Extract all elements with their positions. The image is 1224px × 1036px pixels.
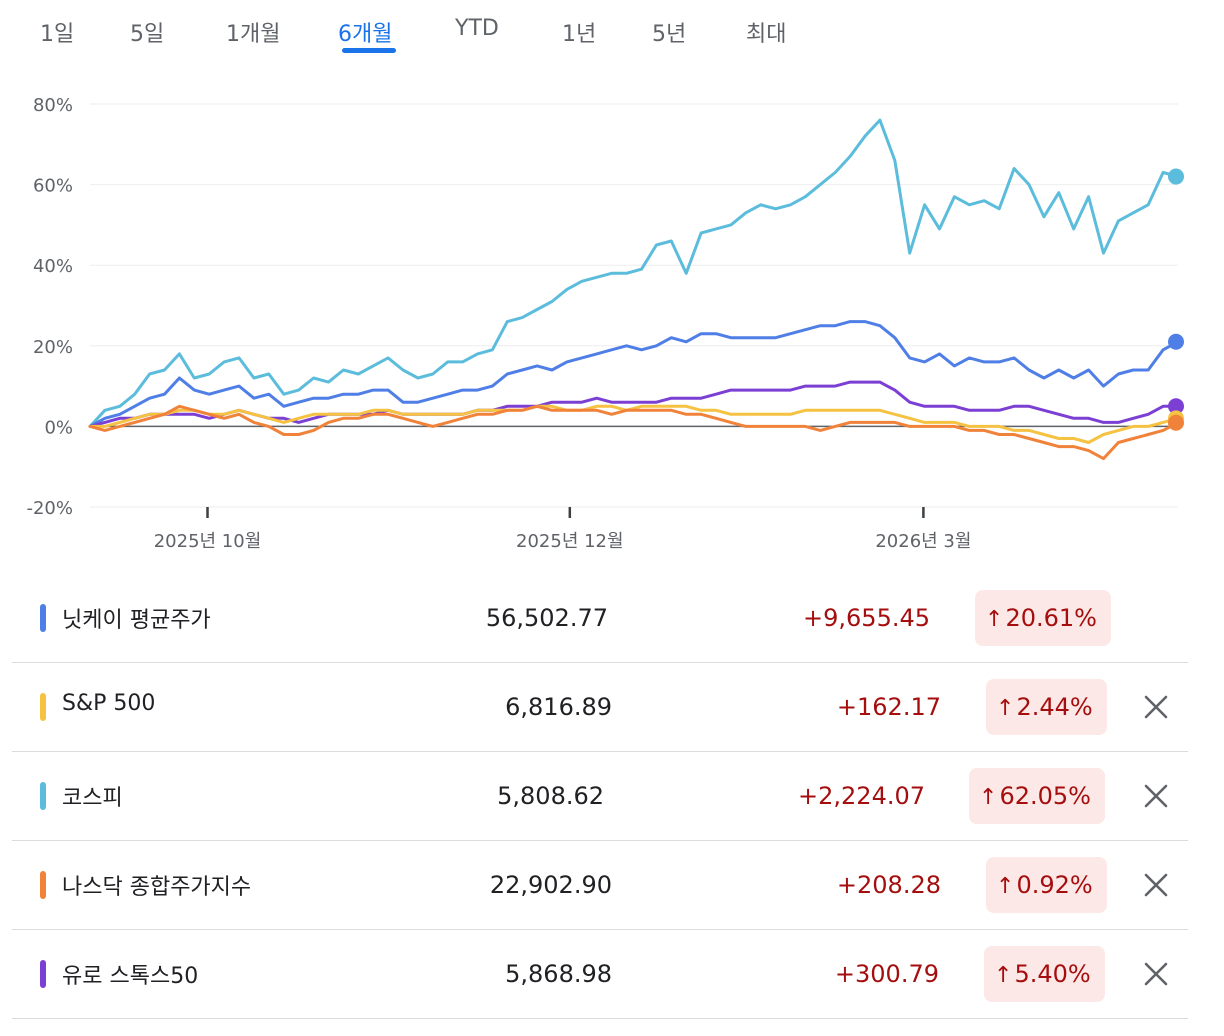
index-price: 6,816.89 — [505, 693, 612, 721]
series-line — [88, 118, 1180, 428]
arrow-up-icon: ↑ — [996, 874, 1015, 899]
tab-5y[interactable]: 5년 — [652, 22, 687, 47]
percent-change: 20.61% — [1005, 604, 1097, 632]
arrow-up-icon: ↑ — [994, 963, 1013, 988]
tab-5d[interactable]: 5일 — [130, 22, 165, 47]
index-change: +208.28 — [836, 871, 941, 899]
tab-1y[interactable]: 1년 — [562, 22, 597, 47]
y-tick-label: 20% — [33, 337, 73, 358]
series-line — [88, 380, 1180, 428]
index-change: +2,224.07 — [798, 782, 925, 810]
percent-change-badge: ↑20.61% — [975, 590, 1111, 646]
series-line — [88, 320, 1180, 428]
series-end-dot — [1168, 414, 1184, 431]
y-tick-label: 40% — [33, 256, 73, 277]
series-line — [88, 404, 1180, 461]
series-color-swatch — [40, 604, 46, 632]
active-tab-indicator — [342, 48, 396, 53]
percent-change-badge: ↑2.44% — [986, 679, 1107, 735]
percent-change-badge: ↑0.92% — [986, 857, 1107, 913]
close-icon[interactable] — [1140, 780, 1172, 812]
y-tick-label: 0% — [44, 417, 73, 438]
index-change: +300.79 — [834, 960, 939, 988]
arrow-up-icon: ↑ — [985, 607, 1004, 632]
percent-change: 0.92% — [1016, 871, 1093, 899]
tab-ytd[interactable]: YTD — [455, 16, 499, 41]
x-tick-label: 2025년 12월 — [516, 531, 624, 552]
x-tick-label: 2026년 3월 — [875, 531, 971, 552]
series-line — [88, 404, 1180, 444]
range-tabs: 1일 5일 1개월 6개월 YTD 1년 5년 최대 — [0, 0, 1224, 60]
index-change: +9,655.45 — [803, 604, 930, 632]
index-change: +162.17 — [836, 693, 941, 721]
arrow-up-icon: ↑ — [979, 785, 998, 810]
index-name: 나스닥 종합주가지수 — [62, 875, 252, 900]
y-tick-label: 60% — [33, 176, 73, 197]
series-color-swatch — [40, 960, 46, 988]
tab-1m[interactable]: 1개월 — [226, 22, 281, 47]
index-price: 5,868.98 — [505, 960, 612, 988]
index-price: 56,502.77 — [485, 604, 608, 632]
series-color-swatch — [40, 693, 46, 721]
series-color-swatch — [40, 871, 46, 899]
table-row[interactable]: S&P 500 6,816.89 +162.17 ↑2.44% — [12, 663, 1188, 752]
index-name: S&P 500 — [62, 691, 156, 716]
index-price: 22,902.90 — [489, 871, 612, 899]
percent-change: 62.05% — [999, 782, 1091, 810]
comparison-table: 닛케이 평균주가 56,502.77 +9,655.45 ↑20.61% S&P… — [12, 574, 1188, 1019]
table-row[interactable]: 유로 스톡스50 5,868.98 +300.79 ↑5.40% — [12, 930, 1188, 1019]
table-row[interactable]: 나스닥 종합주가지수 22,902.90 +208.28 ↑0.92% — [12, 841, 1188, 930]
index-price: 5,808.62 — [497, 782, 604, 810]
table-row[interactable]: 코스피 5,808.62 +2,224.07 ↑62.05% — [12, 752, 1188, 841]
close-icon[interactable] — [1140, 869, 1172, 901]
percent-change-badge: ↑5.40% — [984, 946, 1105, 1002]
tab-max[interactable]: 최대 — [746, 22, 787, 47]
x-tick-label: 2025년 10월 — [154, 531, 262, 552]
tab-6m[interactable]: 6개월 — [338, 22, 393, 47]
arrow-up-icon: ↑ — [996, 696, 1015, 721]
tab-1d[interactable]: 1일 — [40, 22, 75, 47]
comparison-line-chart: 80% 60% 40% 20% 0% -20% 2025년 10월 2025년 12월 2026… — [26, 95, 1184, 552]
close-icon[interactable] — [1140, 958, 1172, 990]
table-row[interactable]: 닛케이 평균주가 56,502.77 +9,655.45 ↑20.61% — [12, 574, 1188, 663]
percent-change: 2.44% — [1016, 693, 1093, 721]
series-color-swatch — [40, 782, 46, 810]
percent-change: 5.40% — [1014, 960, 1091, 988]
index-name: 닛케이 평균주가 — [62, 608, 211, 633]
series-end-dot — [1168, 333, 1184, 350]
y-tick-label: -20% — [26, 498, 73, 519]
index-name: 유로 스톡스50 — [62, 964, 199, 989]
series-end-dot — [1168, 168, 1184, 185]
series-end-dot — [1168, 398, 1184, 415]
index-name: 코스피 — [62, 786, 123, 811]
percent-change-badge: ↑62.05% — [969, 768, 1105, 824]
y-tick-label: 80% — [33, 95, 73, 116]
close-icon[interactable] — [1140, 691, 1172, 723]
